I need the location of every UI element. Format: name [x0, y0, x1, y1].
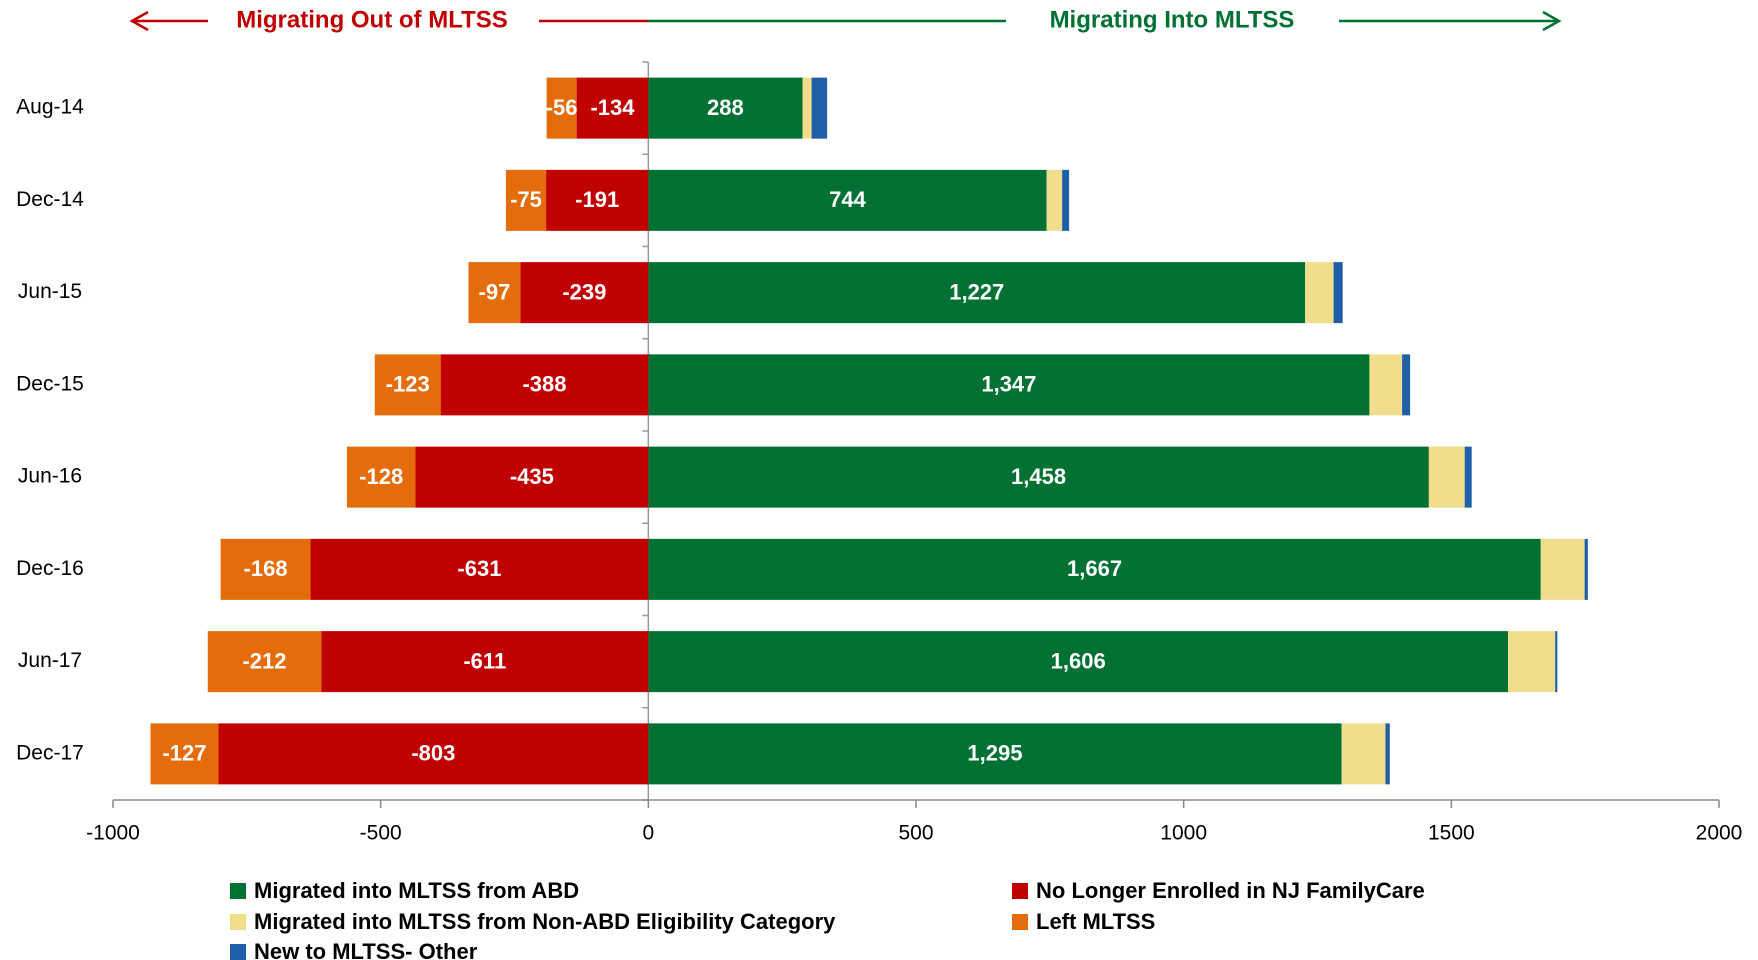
- bar-segment: [207, 631, 322, 693]
- y-tick-label: Dec-14: [16, 188, 84, 211]
- bar-segment: [1584, 538, 1588, 600]
- legend-swatch: [230, 883, 246, 899]
- bar-segment: [1305, 262, 1334, 324]
- bar-segment: [1369, 354, 1403, 416]
- data-label: -212: [242, 648, 286, 673]
- x-tick-label: -500: [360, 822, 402, 845]
- data-label: 288: [707, 95, 744, 120]
- legend-swatch: [1012, 914, 1028, 930]
- data-label: -168: [244, 556, 288, 581]
- bar-segment: [1555, 631, 1558, 693]
- annotation: Migrating Into MLTSS: [1050, 6, 1295, 33]
- legend-swatch: [230, 914, 246, 930]
- data-label: 1,606: [1051, 648, 1106, 673]
- bar-segment: [802, 77, 812, 139]
- bar-segment: [1046, 169, 1063, 231]
- data-label: -191: [575, 187, 619, 212]
- bar-segment: [648, 169, 1047, 231]
- bar-segment: [415, 446, 649, 508]
- y-tick-label: Jun-17: [18, 649, 82, 672]
- data-label: -435: [510, 464, 554, 489]
- bar-segment: [546, 77, 577, 139]
- bar-segment: [811, 77, 828, 139]
- data-label: 1,227: [949, 279, 1004, 304]
- bar-segment: [648, 446, 1429, 508]
- bar-segment: [520, 262, 649, 324]
- y-tick-label: Dec-15: [16, 372, 84, 395]
- annotation: Migrating Out of MLTSS: [236, 6, 508, 33]
- data-label: 1,295: [967, 741, 1022, 766]
- bar-segment: [576, 77, 649, 139]
- bar-segment: [1428, 446, 1465, 508]
- bar-segment: [346, 446, 416, 508]
- data-label: 1,347: [981, 372, 1036, 397]
- legend-swatch: [1012, 883, 1028, 899]
- legend-label: Migrated into MLTSS from ABD: [254, 878, 579, 903]
- bar-segment: [648, 631, 1509, 693]
- bar-segment: [150, 723, 219, 785]
- data-label: -631: [457, 556, 501, 581]
- x-tick-label: 1000: [1160, 822, 1207, 845]
- bar-segment: [648, 538, 1541, 600]
- bar-segment: [505, 169, 547, 231]
- x-tick-label: 1500: [1428, 822, 1475, 845]
- x-tick-label: -1000: [86, 822, 140, 845]
- bar-segment: [218, 723, 649, 785]
- bar-segment: [648, 723, 1342, 785]
- bar-segment: [440, 354, 649, 416]
- bar-segment: [648, 262, 1306, 324]
- data-label: -128: [359, 464, 403, 489]
- data-label: 744: [829, 187, 866, 212]
- bar-segment: [468, 262, 521, 324]
- bar-segment: [648, 77, 803, 139]
- bar-segment: [1341, 723, 1386, 785]
- legend-label: Migrated into MLTSS from Non-ABD Eligibi…: [254, 909, 836, 934]
- legend-label: Left MLTSS: [1036, 909, 1155, 934]
- y-tick-label: Jun-15: [18, 280, 82, 303]
- bar-segment: [1508, 631, 1556, 693]
- x-tick-label: 0: [642, 822, 654, 845]
- x-tick-label: 500: [898, 822, 933, 845]
- y-tick-label: Jun-16: [18, 465, 82, 488]
- data-label: -123: [386, 372, 430, 397]
- data-label: 1,458: [1011, 464, 1066, 489]
- data-label: -388: [522, 372, 566, 397]
- x-tick-label: 2000: [1696, 822, 1743, 845]
- data-label: -75: [510, 187, 542, 212]
- bar-segment: [374, 354, 441, 416]
- legend-swatch: [230, 944, 246, 960]
- legend-label: New to MLTSS- Other: [254, 939, 478, 960]
- legend-label: No Longer Enrolled in NJ FamilyCare: [1036, 878, 1425, 903]
- bar-segment: [546, 169, 649, 231]
- data-label: -611: [463, 648, 506, 673]
- data-label: -97: [479, 279, 511, 304]
- data-label: -127: [162, 741, 206, 766]
- data-label: -239: [562, 279, 606, 304]
- bar-segment: [1385, 723, 1390, 785]
- data-label: -803: [411, 741, 455, 766]
- bar-segment: [1540, 538, 1585, 600]
- bar-segment: [1402, 354, 1411, 416]
- bar-segment: [1333, 262, 1343, 324]
- data-label: 1,667: [1067, 556, 1122, 581]
- bar-segment: [648, 354, 1370, 416]
- y-tick-label: Dec-17: [16, 741, 84, 764]
- bar-segment: [1464, 446, 1472, 508]
- bar-segment: [321, 631, 649, 693]
- bar-segment: [1062, 169, 1070, 231]
- data-label: -134: [590, 95, 635, 120]
- bar-segment: [310, 538, 649, 600]
- bar-segment: [220, 538, 311, 600]
- y-tick-label: Dec-16: [16, 557, 84, 580]
- y-tick-label: Aug-14: [16, 96, 84, 119]
- data-label: -56: [546, 95, 578, 120]
- arrows: [129, 10, 1562, 32]
